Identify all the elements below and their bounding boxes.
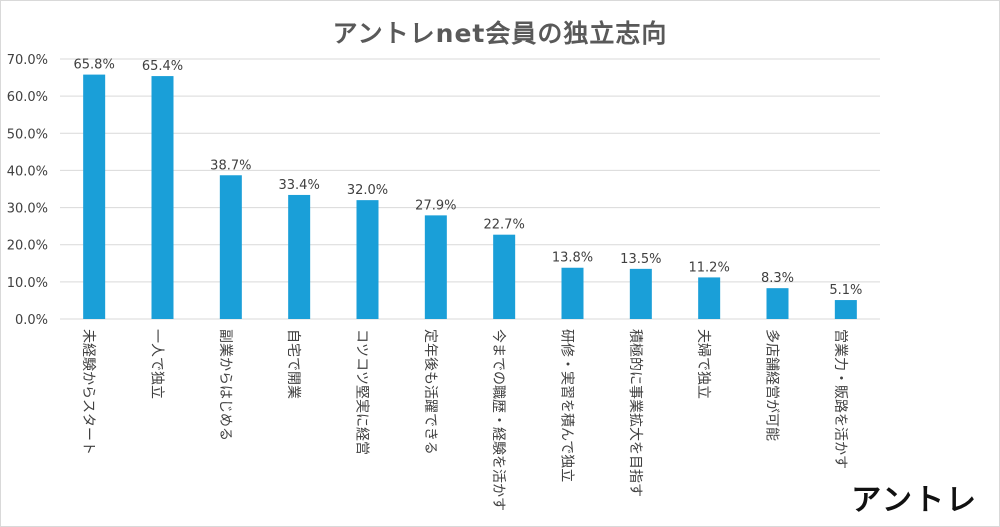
data-label: 65.8% (74, 58, 115, 73)
data-label: 22.7% (484, 218, 525, 233)
x-tick-label: 副業からはじめる (217, 329, 233, 441)
data-label: 27.9% (415, 198, 456, 213)
data-label: 13.8% (552, 251, 593, 266)
bar (219, 175, 242, 319)
x-tick-label: 夫婦で独立 (695, 329, 712, 399)
bar (151, 76, 174, 319)
brand-logo: アントレ (851, 483, 978, 518)
y-tick-label: 40.0% (7, 164, 48, 179)
x-tick-label: 営業力・販路を活かす (832, 329, 848, 469)
data-label: 8.3% (761, 271, 794, 286)
y-tick-label: 0.0% (15, 313, 48, 328)
bar (288, 194, 311, 319)
bar (356, 200, 379, 319)
x-tick-label: 自宅で開業 (285, 329, 301, 399)
y-tick-label: 10.0% (7, 276, 48, 291)
x-tick-label: コツコツ堅実に経営 (354, 329, 370, 455)
data-label: 13.5% (620, 252, 661, 267)
data-label: 11.2% (689, 260, 730, 275)
x-tick-label: 定年後も活躍できる (422, 329, 438, 455)
x-tick-label: 一人で独立 (149, 329, 165, 399)
x-tick-label: 今までの職歴・経験を活かす (490, 329, 506, 511)
bar (698, 277, 721, 319)
x-tick-label: 研修・実習を積んで独立 (559, 329, 575, 482)
bars (83, 74, 857, 319)
data-label: 33.4% (279, 178, 320, 193)
bar (83, 74, 106, 319)
data-label: 5.1% (829, 283, 862, 298)
bar (834, 300, 857, 319)
data-label: 32.0% (347, 183, 388, 198)
x-axis: 未経験からスタート 一人で独立 副業からはじめる 自宅で開業 コツコツ堅実に経営 定年後も… (80, 329, 848, 511)
gridlines (60, 58, 880, 320)
bar (493, 234, 516, 319)
data-label: 38.7% (210, 158, 251, 173)
bar (561, 267, 584, 319)
y-tick-label: 20.0% (7, 239, 48, 254)
data-label: 65.4% (142, 59, 183, 74)
x-tick-label: 積極的に事業拡大を目指す (627, 329, 643, 497)
bar (424, 215, 447, 319)
bar (766, 288, 789, 319)
bar (629, 268, 652, 319)
x-tick-label: 多店舗経営が可能 (764, 329, 781, 441)
data-labels: 65.8% 65.4% 38.7% 33.4% 32.0% 27.9% 22.7% 13.8%… (74, 58, 863, 298)
chart-title: アントレnet会員の独立志向 (332, 19, 668, 48)
y-axis: 0.0% 10.0% 20.0% 30.0% 40.0% 50.0% 60.0% 70.0% (7, 53, 48, 328)
y-tick-label: 70.0% (7, 53, 48, 68)
y-tick-label: 60.0% (7, 90, 48, 105)
y-tick-label: 30.0% (7, 202, 48, 217)
y-tick-label: 50.0% (7, 127, 48, 142)
x-tick-label: 未経験からスタート (80, 329, 96, 455)
